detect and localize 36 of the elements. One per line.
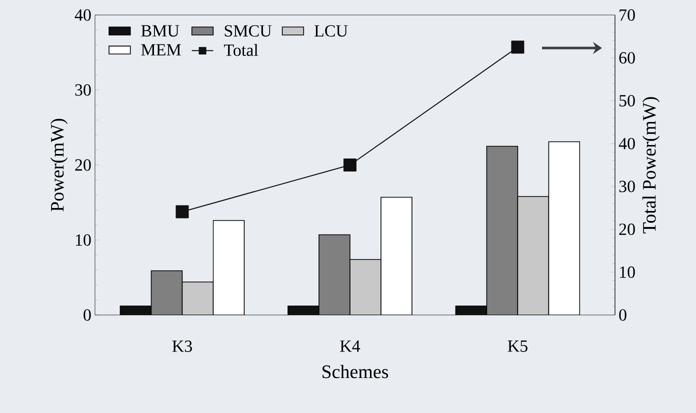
y-tick-label: 0 — [84, 309, 91, 321]
bar — [318, 234, 350, 315]
x-axis-title: Schemes — [322, 364, 388, 378]
legend-label: Total — [224, 44, 258, 56]
y-tick-label: 20 — [75, 159, 91, 171]
y2-tick-label: 50 — [620, 94, 635, 106]
legend-label: BMU — [141, 25, 180, 37]
bar — [548, 141, 580, 315]
y2-tick-label: 60 — [619, 52, 635, 64]
point — [511, 40, 524, 54]
y2-tick-label: 0 — [619, 309, 626, 321]
bar — [150, 270, 183, 315]
bar — [350, 259, 382, 315]
y2-axis-title: Total Power(mW) — [642, 97, 660, 234]
y2-tick-label: 20 — [619, 224, 635, 236]
y2-tick-label: 70 — [620, 9, 635, 21]
bar — [486, 146, 518, 315]
bar — [182, 282, 214, 315]
legend-label: LCU — [314, 25, 348, 37]
x-tick-label: K5 — [508, 340, 528, 352]
y-axis-title: Power(mW) — [50, 118, 68, 212]
legend-label: MEM — [141, 44, 181, 56]
y2-tick-label: 30 — [619, 180, 635, 192]
bar — [380, 196, 412, 315]
bar — [517, 196, 550, 315]
x-tick-label: K4 — [340, 340, 360, 352]
y2-tick-label: 40 — [618, 138, 635, 150]
point — [343, 158, 356, 172]
y2-tick-label: 10 — [620, 266, 635, 278]
legend-label: SMCU — [224, 25, 272, 37]
y-tick-label: 30 — [75, 84, 91, 96]
y-tick-label: 40 — [74, 9, 91, 21]
bar — [212, 220, 245, 315]
x-tick-label: K3 — [172, 340, 192, 352]
y-tick-label: 10 — [76, 234, 91, 246]
point — [176, 205, 189, 218]
